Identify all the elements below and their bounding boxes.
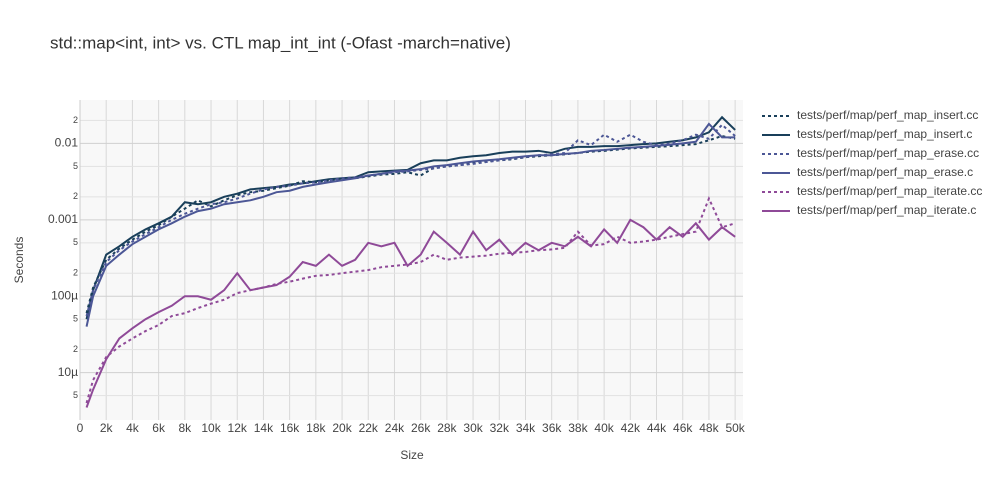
- legend-label: tests/perf/map/perf_map_insert.cc: [797, 108, 978, 122]
- x-tick-label: 34k: [516, 421, 536, 435]
- x-tick-label: 36k: [542, 421, 562, 435]
- y-tick-label: 2: [73, 191, 78, 201]
- x-tick-label: 24k: [385, 421, 405, 435]
- y-tick-label: 2: [73, 344, 78, 354]
- y-tick-label: 2: [73, 268, 78, 278]
- y-tick-label: 10µ: [58, 365, 78, 379]
- x-tick-label: 20k: [332, 421, 352, 435]
- series-line: [85, 134, 736, 314]
- plot-area: [80, 100, 743, 420]
- x-tick-label: 6k: [152, 421, 166, 435]
- series-line: [85, 195, 736, 404]
- y-tick-label: 5: [73, 314, 78, 324]
- x-tick-label: 18k: [306, 421, 326, 435]
- chart-title: std::map<int, int> vs. CTL map_int_int (…: [50, 33, 511, 52]
- x-tick-label: 12k: [228, 421, 248, 435]
- y-tick-label: 5: [73, 237, 78, 247]
- y-tick-label: 0.001: [48, 212, 78, 226]
- x-tick-label: 8k: [178, 421, 192, 435]
- legend-label: tests/perf/map/perf_map_erase.c: [797, 165, 973, 179]
- legend-label: tests/perf/map/perf_map_insert.c: [797, 127, 972, 141]
- x-tick-label: 4k: [126, 421, 140, 435]
- legend: tests/perf/map/perf_map_insert.cc tests/p…: [762, 108, 982, 217]
- x-tick-label: 28k: [437, 421, 457, 435]
- y-tick-label: 2: [73, 115, 78, 125]
- x-tick-label: 42k: [621, 421, 641, 435]
- x-tick-label: 46k: [673, 421, 693, 435]
- series-line: [85, 218, 736, 408]
- x-tick-label: 26k: [411, 421, 431, 435]
- x-tick-label: 50k: [725, 421, 745, 435]
- y-tick-label: 100µ: [51, 288, 78, 302]
- x-axis-title: Size: [400, 448, 424, 462]
- x-tick-label: 48k: [699, 421, 719, 435]
- y-tick-label: 5: [73, 161, 78, 171]
- x-tick-label: 0: [77, 421, 84, 435]
- x-tick-label: 32k: [490, 421, 510, 435]
- y-tick-label: 0.01: [55, 136, 79, 150]
- x-tick-label: 40k: [594, 421, 614, 435]
- lines: [85, 115, 736, 408]
- y-tick-label: 5: [73, 390, 78, 400]
- x-tick-label: 2k: [100, 421, 114, 435]
- x-tick-label: 10k: [201, 421, 221, 435]
- x-tick-label: 14k: [254, 421, 274, 435]
- x-tick-label: 38k: [568, 421, 588, 435]
- x-tick-label: 22k: [359, 421, 379, 435]
- grid: 0 2k 4k 6k 8k 10k 12k 14k 16k 18k 20k 22k 24k 26k 28k 3…: [48, 100, 746, 435]
- legend-label: tests/perf/map/perf_map_erase.cc: [797, 146, 979, 160]
- legend-label: tests/perf/map/perf_map_iterate.cc: [797, 184, 982, 198]
- x-tick-label: 16k: [280, 421, 300, 435]
- x-tick-label: 44k: [647, 421, 667, 435]
- legend-label: tests/perf/map/perf_map_iterate.c: [797, 203, 976, 217]
- x-tick-label: 30k: [463, 421, 483, 435]
- y-axis-title: Seconds: [12, 237, 26, 284]
- series-line: [85, 122, 736, 327]
